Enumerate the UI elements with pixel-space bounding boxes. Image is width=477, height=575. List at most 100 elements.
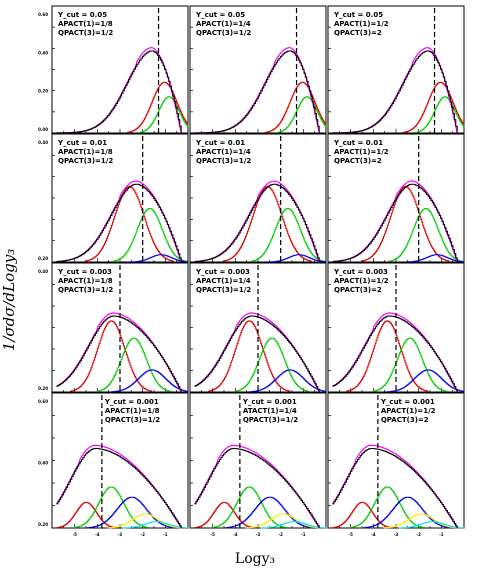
six-jet-line [260,521,327,529]
panel-annotation-line: Y_cut = 0.003 [57,268,112,276]
panel-annotation-line: APACT(1)=1/4 [196,148,251,156]
panel-annotation-line: QPACT(3)=1/2 [58,29,113,37]
panel-grid: 0.600.400.200.00Y_cut = 0.05APACT(1)=1/8… [38,5,465,537]
two-jet-line [84,186,174,262]
panel-annotation-line: QPACT(3)=1/2 [196,286,251,294]
total-line [56,448,182,528]
three-jet-line [349,486,425,528]
y-tick-label: 0.20 [38,89,48,94]
five-jet-line [107,513,183,529]
total-line [194,50,320,134]
y-axis-label: 1/σdσ/dLogy₃ [0,249,18,351]
y-tick-label: 0.40 [38,461,48,466]
panel-annotation-line: Y_cut = 0.001 [242,398,297,406]
sum-line [194,444,320,529]
sum-line [56,312,182,393]
panel-annotation-line: QPACT(3)=1/2 [196,157,251,165]
two-jet-line [126,81,189,133]
panel-2-1: 0.40 0.20 Y_cut = 0.01APACT(1)=1/8QPACT(3)… [38,133,189,263]
panel-annotation-line: Y_cut = 0.05 [195,11,245,19]
total-line [332,50,458,134]
panel-annotation-line: QPACT(3)=1/2 [243,416,298,424]
total-line [194,448,320,528]
panel-annotation-line: APACT(1)=1/4 [196,20,251,28]
four-jet-line [130,254,188,263]
panel-annotation-line: APACT(1)=1/2 [334,148,389,156]
four-jet-line [386,369,465,393]
y-tick-label: 0.40 [38,140,48,145]
five-jet-line [383,513,459,529]
x-tick-label: -5 [72,532,77,537]
three-jet-line [372,337,448,392]
x-tick-label: -4 [371,532,376,537]
panel-annotation-line: APACT(1)=1/2 [334,20,389,28]
three-jet-line [211,486,287,528]
x-tick-label: -1 [301,532,306,537]
y-tick-label: 0.60 [38,12,48,17]
x-tick-label: -2 [140,532,145,537]
three-jet-line [388,208,464,262]
two-jet-line [55,501,117,529]
y-tick-label: 0.20 [38,386,48,391]
total-line [332,183,458,262]
total-line [332,315,458,392]
two-jet-line [70,320,153,392]
y-tick-label: 0.40 [38,269,48,274]
panel-annotation-line: QPACT(3)=1/2 [105,416,160,424]
y-tick-label: 0.20 [38,522,48,527]
panel-annotation-line: Y_cut = 0.05 [333,11,383,19]
sum-line [56,444,182,529]
panel-annotation-line: QPACT(3)=2 [334,157,382,165]
x-tick-label: -2 [416,532,421,537]
panel-annotation-line: APACT(1)=1/2 [334,277,389,285]
three-jet-line [73,486,149,528]
panel-annotation-line: APACT(1)=1/2 [381,407,436,415]
y-tick-label: 0.20 [38,256,48,261]
three-jet-line [276,96,327,134]
six-jet-line [122,521,189,529]
three-jet-line [250,208,326,262]
panel-annotation-line: APACT(1)=1/8 [58,20,113,28]
panel-annotation-line: QPACT(3)=2 [334,286,382,294]
y-tick-label: 0.40 [38,50,48,55]
x-tick-label: -4 [95,532,100,537]
panel-annotation-line: QPACT(3)=2 [334,29,382,37]
total-line [194,315,320,392]
sum-line [56,47,182,134]
panel-annotation-line: Y_cut = 0.001 [380,398,435,406]
total-line [56,183,182,262]
panel-annotation-line: APACT(1)=1/8 [105,407,160,415]
two-jet-line [346,320,429,392]
three-jet-line [96,337,172,392]
y-tick-label: 0.60 [38,399,48,404]
sum-line [332,312,458,393]
four-jet-line [248,369,327,393]
x-tick-label: -1 [163,532,168,537]
two-jet-line [208,320,291,392]
four-jet-line [268,254,326,263]
x-tick-label: -5 [210,532,215,537]
panel-annotation-line: Y_cut = 0.003 [333,268,388,276]
total-line [332,448,458,528]
three-jet-line [414,96,465,134]
panel-3-1: 0.40 0.20 Y_cut = 0.003APACT(1)=1/8QPACT(3… [38,262,189,393]
panel-annotation-line: QPACT(3)=1/2 [58,157,113,165]
panel-annotation-line: Y_cut = 0.05 [57,11,107,19]
sum-line [332,180,458,263]
x-tick-label: -2 [278,532,283,537]
three-jet-line [112,208,188,262]
panel-4-1: 0.60 0.40 0.20 Y_cut = 0.001APACT(1)=1/8QPA… [38,392,189,537]
panel-annotation-line: QPACT(3)=2 [381,416,429,424]
two-jet-line [264,81,327,133]
three-jet-line [138,96,189,134]
two-jet-line [402,81,465,133]
two-jet-line [360,186,450,262]
